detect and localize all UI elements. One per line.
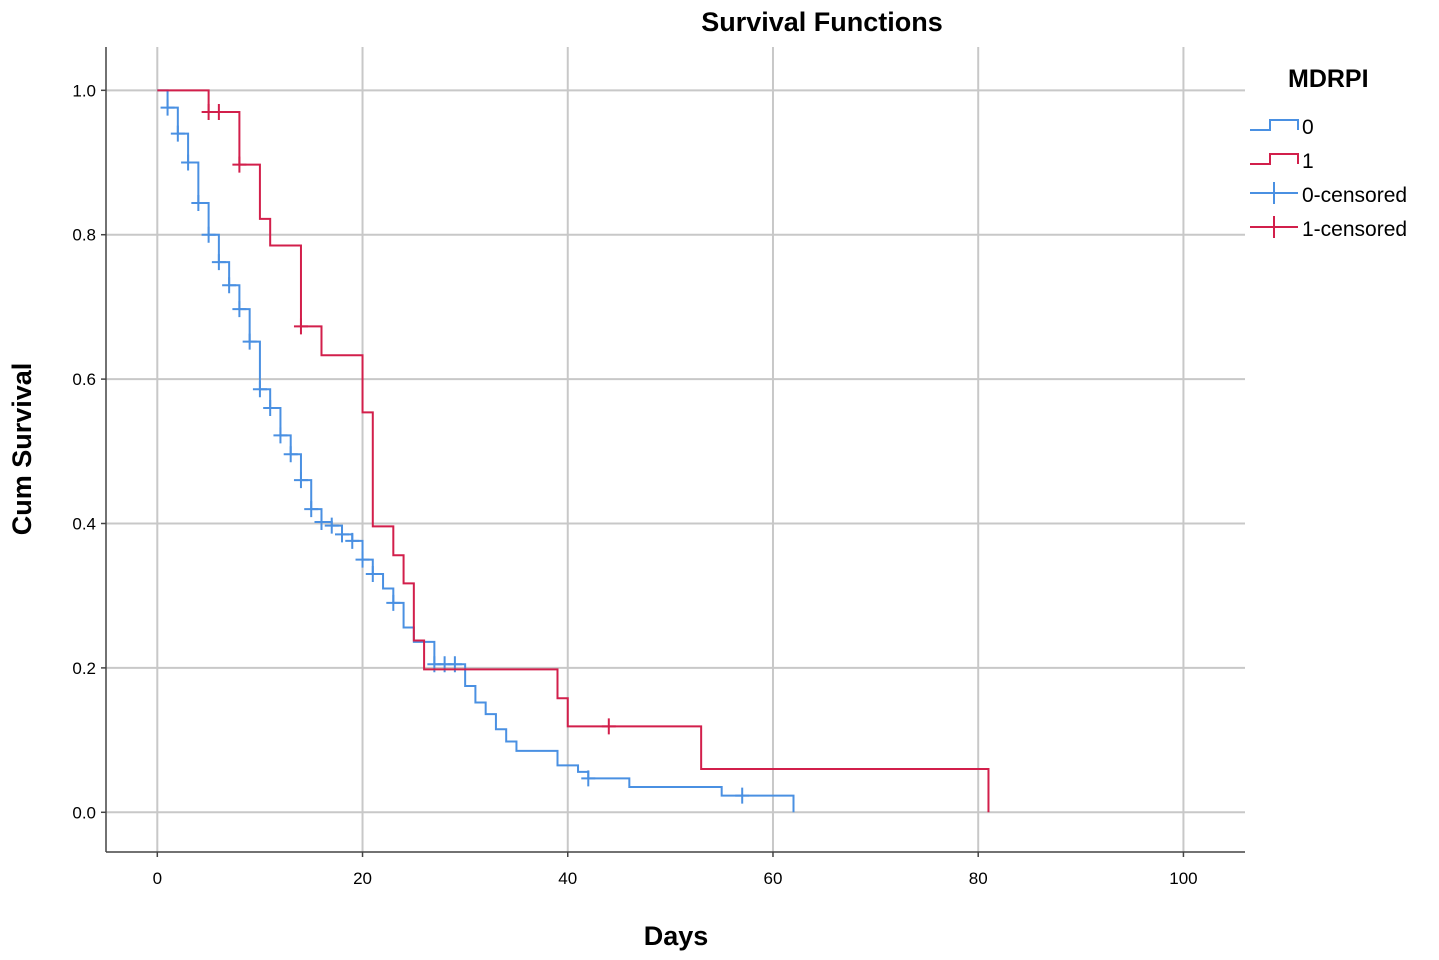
- censor-mark-0: [735, 787, 750, 804]
- censor-mark-1: [211, 103, 226, 120]
- series-line-0: [157, 89, 795, 813]
- censor-mark-0: [232, 301, 247, 318]
- x-tick-label: 100: [1169, 869, 1197, 888]
- x-tick-label: 40: [558, 869, 577, 888]
- censor-mark-0: [386, 594, 401, 611]
- censor-mark-0: [160, 99, 175, 116]
- chart-title: Survival Functions: [701, 7, 943, 37]
- censor-mark-0: [181, 154, 196, 171]
- x-tick-label: 60: [764, 869, 783, 888]
- censor-mark-1: [293, 318, 308, 335]
- y-tick-label: 0.8: [72, 226, 96, 245]
- series-line-1: [157, 89, 990, 813]
- x-tick-label: 0: [153, 869, 162, 888]
- y-tick-label: 0.4: [72, 515, 96, 534]
- censor-mark-0: [314, 514, 329, 531]
- series-layer: [157, 89, 990, 813]
- censor-mark-0: [365, 566, 380, 583]
- x-tick-label: 20: [353, 869, 372, 888]
- censor-mark-0: [191, 194, 206, 211]
- censor-mark-0: [335, 526, 350, 543]
- legend-title: MDRPI: [1288, 65, 1369, 93]
- censor-mark-0: [170, 125, 185, 142]
- censor-mark-0: [201, 226, 216, 243]
- legend-label: 0: [1302, 116, 1314, 139]
- censor-mark-1: [601, 718, 616, 735]
- censor-mark-0: [345, 532, 360, 549]
- censor-mark-0: [304, 501, 319, 518]
- censor-mark-1: [232, 156, 247, 173]
- censor-mark-0: [273, 427, 288, 444]
- censor-mark-0: [242, 333, 257, 350]
- censor-mark-0: [581, 770, 596, 787]
- censor-mark-0: [252, 381, 267, 398]
- y-tick-label: 1.0: [72, 81, 96, 100]
- censor-mark-0: [211, 254, 226, 271]
- censor-mark-0: [283, 446, 298, 463]
- legend: MDRPI 0 1 0-censored 1-censored: [1250, 65, 1407, 241]
- axes: 0 20 40 60 80 100 0.0 0.2 0.4 0.6 0.8 1.0: [72, 47, 1245, 888]
- x-tick-label: 80: [969, 869, 988, 888]
- censor-mark-0: [293, 472, 308, 489]
- censor-mark-0: [222, 277, 237, 294]
- legend-swatch-step: [1250, 153, 1299, 165]
- x-axis-label: Days: [644, 921, 709, 951]
- legend-label: 1-censored: [1302, 218, 1407, 241]
- legend-swatch-step: [1250, 119, 1299, 131]
- y-axis-label: Cum Survival: [7, 363, 37, 536]
- censor-mark-0: [263, 399, 278, 416]
- legend-swatch-censored: [1250, 182, 1298, 204]
- censor-mark-0: [355, 551, 370, 568]
- legend-label: 0-censored: [1302, 184, 1407, 207]
- y-tick-label: 0.2: [72, 659, 96, 678]
- grid: [106, 47, 1245, 852]
- legend-swatch-censored: [1250, 216, 1298, 238]
- legend-label: 1: [1302, 150, 1314, 173]
- y-tick-label: 0.6: [72, 370, 96, 389]
- censor-mark-0: [324, 517, 339, 534]
- y-tick-label: 0.0: [72, 803, 96, 822]
